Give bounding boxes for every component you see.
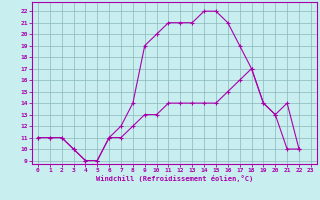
X-axis label: Windchill (Refroidissement éolien,°C): Windchill (Refroidissement éolien,°C) <box>96 175 253 182</box>
